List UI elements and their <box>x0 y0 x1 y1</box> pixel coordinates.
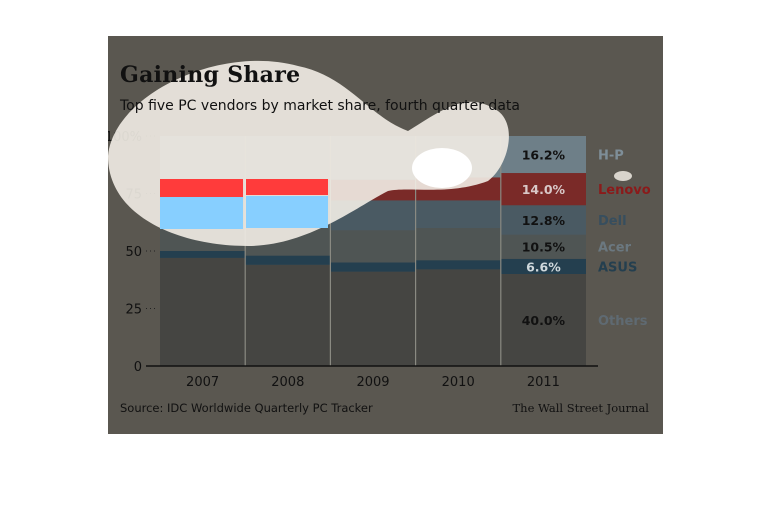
bar-segment-others-2009 <box>330 271 416 366</box>
data-label-dell: 12.8% <box>522 213 566 228</box>
y-tick-label: 0 <box>134 360 142 375</box>
stacked-bar-chart: 0255075100%2007200820092010201140.0%Othe… <box>108 60 651 390</box>
highlight-dot <box>614 171 632 181</box>
bar-segment-acer-2009 <box>330 230 416 263</box>
data-label-asus: 6.6% <box>526 259 561 274</box>
highlight-spot <box>412 148 472 188</box>
data-label-acer: 10.5% <box>522 240 566 255</box>
y-tick-label: 25 <box>125 303 142 318</box>
bar-segment-asus-2009 <box>330 262 416 272</box>
x-tick-label: 2008 <box>271 375 304 390</box>
legend-label-lenovo: Lenovo <box>598 183 651 198</box>
bar-segment-others-2010 <box>415 269 501 366</box>
bar-segment-others-2007 <box>160 257 246 366</box>
x-tick-label: 2007 <box>186 375 219 390</box>
highlight-dell-2007 <box>160 197 243 229</box>
publisher-credit: The Wall Street Journal <box>512 401 650 415</box>
legend-label-dell: Dell <box>598 214 627 229</box>
bar-segment-asus-2008 <box>245 255 331 265</box>
bar-segment-dell-2010 <box>415 200 501 228</box>
bar-segment-h-p-2011 <box>500 136 586 174</box>
x-tick-label: 2009 <box>356 375 389 390</box>
x-tick-label: 2011 <box>527 375 560 390</box>
x-tick-label: 2010 <box>442 375 475 390</box>
bar-segment-lenovo-2011 <box>500 173 586 206</box>
chart-panel: 0255075100%2007200820092010201140.0%Othe… <box>108 36 663 434</box>
legend-label-asus: ASUS <box>598 260 637 275</box>
legend-label-others: Others <box>598 314 648 329</box>
bar-segment-acer-2011 <box>500 234 586 259</box>
legend-label-h-p: H-P <box>598 149 624 164</box>
bar-segment-asus-2011 <box>500 258 586 274</box>
source-note: Source: IDC Worldwide Quarterly PC Track… <box>120 401 373 415</box>
bar-segment-dell-2011 <box>500 205 586 235</box>
bar-segment-acer-2010 <box>415 228 501 261</box>
highlight-dell-2008 <box>246 196 328 228</box>
data-label-lenovo: 14.0% <box>522 182 566 197</box>
chart-title: Gaining Share <box>120 62 301 88</box>
data-label-others: 40.0% <box>522 313 566 328</box>
chart-subtitle: Top five PC vendors by market share, fou… <box>120 98 520 114</box>
bar-segment-asus-2010 <box>415 260 501 270</box>
highlight-lenovo-2008 <box>246 179 328 195</box>
data-label-h-p: 16.2% <box>522 148 566 163</box>
bar-segment-others-2008 <box>245 264 331 366</box>
highlight-lenovo-2007 <box>160 179 243 199</box>
bar-segment-others-2011 <box>500 274 586 366</box>
y-tick-label: 50 <box>125 245 142 260</box>
legend-label-acer: Acer <box>598 241 632 256</box>
bar-segment-asus-2007 <box>160 251 246 258</box>
